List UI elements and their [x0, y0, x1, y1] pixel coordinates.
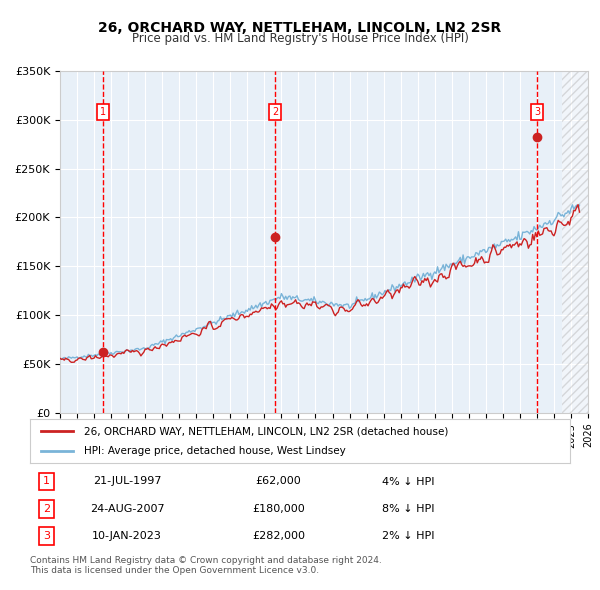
Text: 2: 2 — [43, 504, 50, 514]
Text: This data is licensed under the Open Government Licence v3.0.: This data is licensed under the Open Gov… — [30, 566, 319, 575]
Text: £282,000: £282,000 — [252, 531, 305, 541]
Bar — [562, 71, 588, 413]
Text: £180,000: £180,000 — [252, 504, 305, 514]
Text: 26, ORCHARD WAY, NETTLEHAM, LINCOLN, LN2 2SR (detached house): 26, ORCHARD WAY, NETTLEHAM, LINCOLN, LN2… — [84, 427, 448, 436]
Text: 10-JAN-2023: 10-JAN-2023 — [92, 531, 162, 541]
Text: 4% ↓ HPI: 4% ↓ HPI — [382, 477, 434, 487]
Text: Contains HM Land Registry data © Crown copyright and database right 2024.: Contains HM Land Registry data © Crown c… — [30, 556, 382, 565]
Text: Price paid vs. HM Land Registry's House Price Index (HPI): Price paid vs. HM Land Registry's House … — [131, 32, 469, 45]
Text: 2% ↓ HPI: 2% ↓ HPI — [382, 531, 434, 541]
Text: 26, ORCHARD WAY, NETTLEHAM, LINCOLN, LN2 2SR: 26, ORCHARD WAY, NETTLEHAM, LINCOLN, LN2… — [98, 21, 502, 35]
Text: 21-JUL-1997: 21-JUL-1997 — [93, 477, 161, 487]
Text: 8% ↓ HPI: 8% ↓ HPI — [382, 504, 434, 514]
Text: 2: 2 — [272, 107, 278, 117]
Text: 3: 3 — [43, 531, 50, 541]
Text: 1: 1 — [100, 107, 106, 117]
Text: 1: 1 — [43, 477, 50, 487]
Text: 3: 3 — [535, 107, 541, 117]
Text: £62,000: £62,000 — [256, 477, 301, 487]
Text: HPI: Average price, detached house, West Lindsey: HPI: Average price, detached house, West… — [84, 446, 346, 455]
Text: 24-AUG-2007: 24-AUG-2007 — [90, 504, 164, 514]
